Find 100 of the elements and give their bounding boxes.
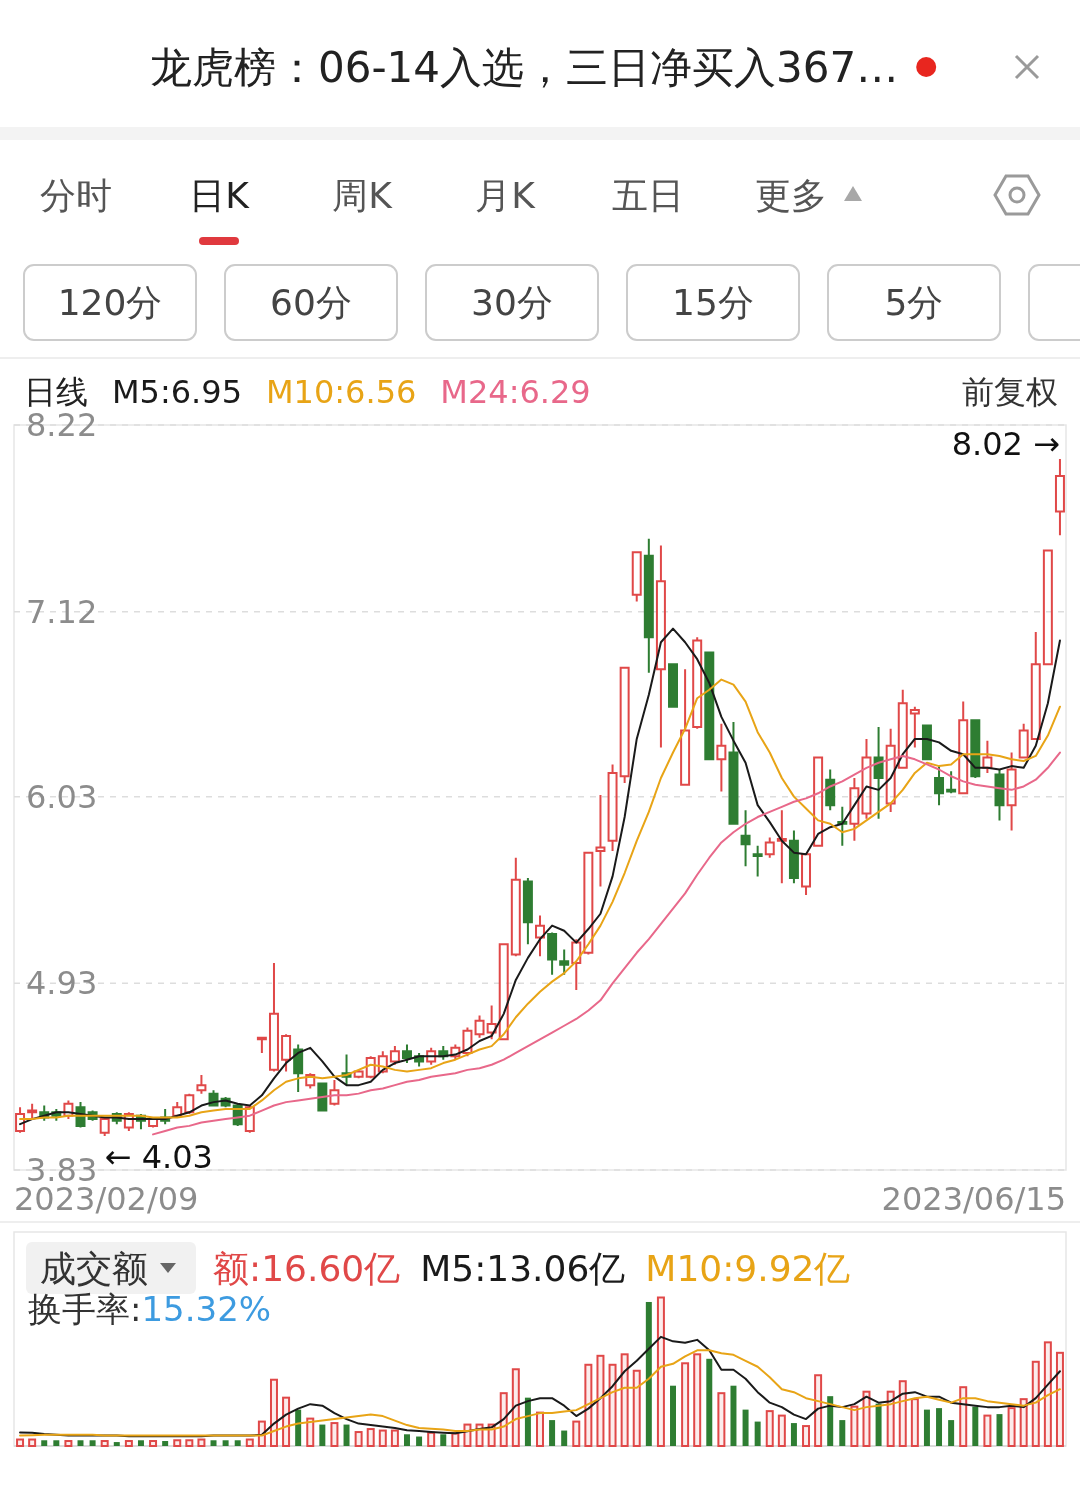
bar — [149, 1440, 158, 1447]
candlestick — [619, 666, 630, 785]
candlestick — [583, 851, 594, 956]
candlestick — [813, 756, 824, 847]
candlestick — [643, 537, 654, 674]
bar — [124, 1440, 133, 1447]
candlestick — [547, 931, 558, 976]
candlestick — [692, 636, 703, 730]
candlestick — [716, 722, 727, 793]
text: 五日 — [612, 174, 684, 216]
bar — [41, 1440, 48, 1446]
candlestick — [655, 544, 666, 749]
bar — [269, 1378, 278, 1447]
bar — [608, 1363, 617, 1448]
candlestick — [281, 1033, 292, 1073]
bar — [730, 1385, 737, 1446]
candlestick — [873, 726, 884, 820]
candlestick — [680, 668, 691, 786]
candlestick — [740, 809, 751, 868]
bar — [100, 1440, 109, 1447]
candlestick — [595, 793, 606, 888]
bar — [354, 1431, 363, 1447]
annotation: 换手率: — [28, 1289, 142, 1329]
chart-title: 龙虎榜：06-14入选，三日净买入367… — [150, 42, 899, 92]
bar — [53, 1440, 60, 1446]
text: 60分 — [270, 281, 352, 323]
candlestick — [752, 844, 763, 878]
bar — [802, 1425, 811, 1447]
bar — [898, 1380, 907, 1447]
bar — [765, 1410, 774, 1447]
candlestick — [849, 776, 860, 842]
bar — [972, 1406, 979, 1447]
candlestick — [559, 948, 570, 976]
bar — [549, 1420, 556, 1446]
candlestick — [728, 720, 739, 825]
bar — [923, 1409, 930, 1446]
bar — [693, 1353, 702, 1447]
candlestick — [921, 724, 932, 761]
candlestick — [958, 700, 969, 795]
bar — [850, 1405, 859, 1448]
bar — [524, 1397, 531, 1447]
bar — [390, 1429, 399, 1448]
bar — [1031, 1360, 1040, 1448]
bar — [245, 1438, 254, 1448]
text: 5分 — [884, 281, 944, 323]
candlestick — [970, 719, 981, 779]
bar — [777, 1414, 786, 1447]
bar — [295, 1409, 302, 1446]
bar — [983, 1414, 992, 1447]
candlestick — [994, 768, 1005, 822]
candlestick — [535, 914, 545, 958]
candlestick — [1054, 457, 1065, 537]
bar — [89, 1440, 96, 1446]
candlestick — [365, 1055, 376, 1080]
bar — [959, 1386, 968, 1447]
bar — [499, 1392, 508, 1447]
text: M5:6.95 — [112, 373, 242, 411]
bar — [886, 1390, 895, 1448]
text: 120分 — [57, 281, 163, 323]
bar — [113, 1442, 120, 1446]
candlestick — [704, 651, 715, 761]
bar — [1043, 1341, 1052, 1447]
text: 15分 — [672, 281, 754, 323]
bar — [16, 1438, 25, 1448]
bar — [656, 1296, 665, 1447]
candlestick — [63, 1099, 74, 1121]
bar — [64, 1440, 73, 1447]
text: 更多 — [755, 174, 827, 216]
text: 日K — [189, 174, 251, 216]
candlestick — [99, 1116, 110, 1138]
candlestick — [837, 805, 848, 847]
candlestick — [825, 768, 836, 812]
series-label: M5:13.06亿 — [420, 1247, 626, 1289]
candlestick — [801, 853, 812, 897]
annotation: 8.02 → — [951, 424, 1060, 463]
bar — [440, 1434, 447, 1446]
candlestick — [486, 1004, 497, 1041]
bar — [862, 1390, 871, 1448]
candlestick — [668, 663, 678, 708]
text: 30分 — [471, 281, 553, 323]
bar — [645, 1301, 652, 1446]
candlestick — [1018, 722, 1029, 759]
bar — [451, 1432, 460, 1448]
bar — [706, 1358, 713, 1447]
bar — [827, 1396, 834, 1446]
candlestick — [450, 1043, 461, 1061]
y-tick-label: 4.93 — [26, 964, 98, 1003]
bar — [28, 1438, 37, 1448]
candlestick — [510, 856, 521, 958]
candlestick — [329, 1079, 340, 1107]
candlestick — [268, 961, 279, 1073]
text: 2023/02/09 — [14, 1180, 199, 1218]
bar — [910, 1398, 919, 1447]
candlestick — [909, 705, 920, 749]
bar — [427, 1431, 436, 1447]
legend-title: 成交额 — [40, 1247, 148, 1289]
candlestick — [196, 1073, 207, 1095]
candlestick — [776, 809, 787, 885]
candlestick — [244, 1104, 255, 1134]
candlestick — [897, 688, 908, 769]
